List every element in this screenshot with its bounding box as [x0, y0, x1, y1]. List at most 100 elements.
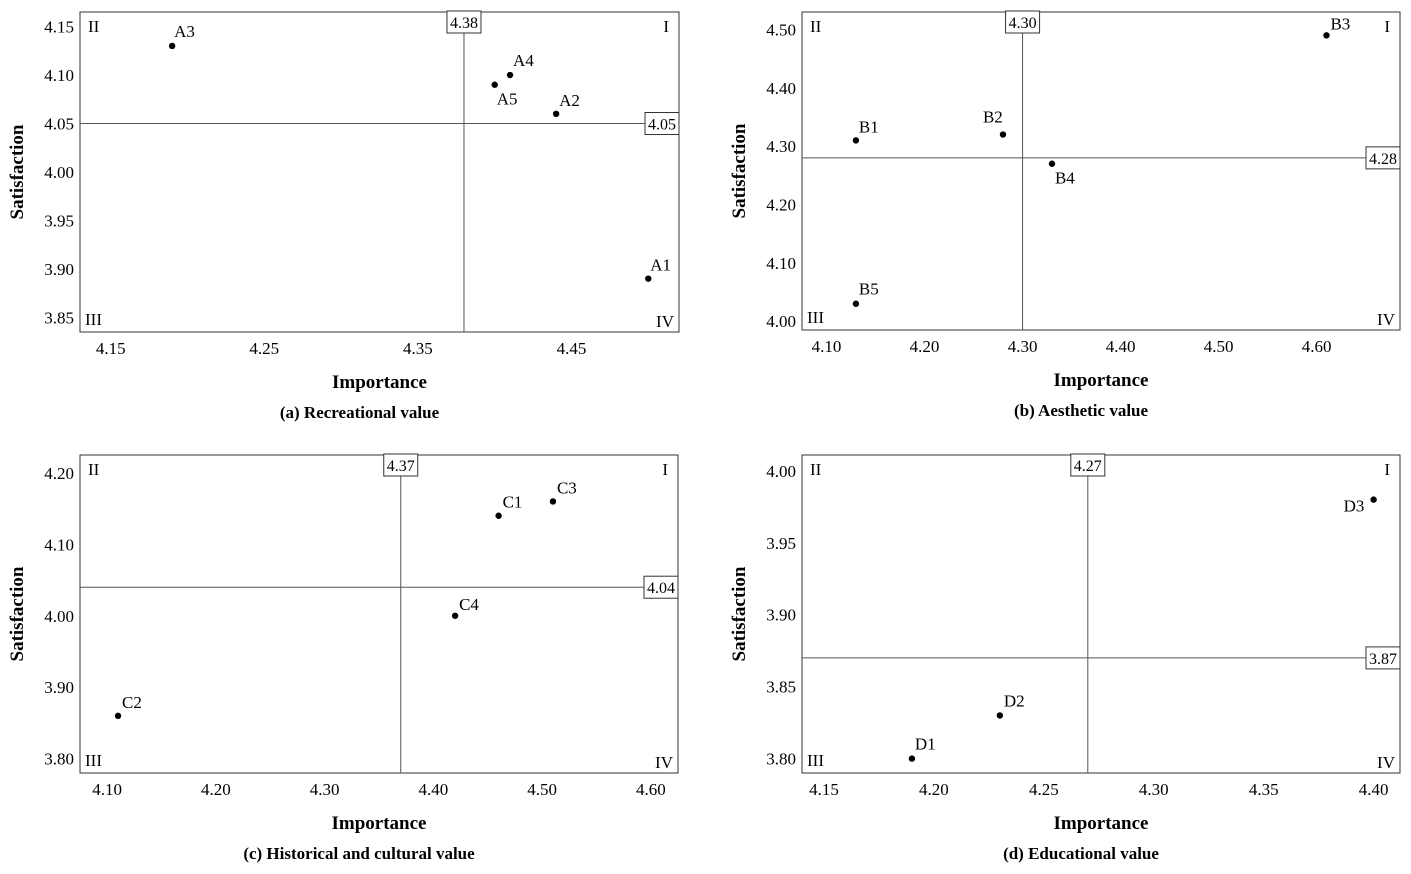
y-tick-label: 4.10 — [766, 254, 796, 273]
y-tick-label: 4.00 — [766, 462, 796, 481]
panel-caption: (a) Recreational value — [280, 403, 440, 422]
x-tick-label: 4.40 — [1359, 780, 1389, 799]
y-tick-label: 3.85 — [44, 308, 74, 327]
plot-frame — [79, 11, 680, 333]
x-tick-label: 4.45 — [557, 339, 587, 358]
ref-y-box — [1365, 146, 1401, 170]
quadrant-label-IV: IV — [656, 312, 675, 331]
panel-caption: (d) Educational value — [1003, 844, 1159, 863]
quadrant-label-III: III — [807, 308, 824, 327]
data-point-A1 — [645, 275, 652, 282]
x-axis-title: Importance — [332, 813, 427, 834]
y-tick-label: 3.90 — [44, 678, 74, 697]
data-point-B3 — [1323, 32, 1330, 39]
panel-caption: (b) Aesthetic value — [1014, 401, 1149, 420]
x-tick-label: 4.35 — [403, 339, 433, 358]
x-tick-label: 4.50 — [1204, 337, 1234, 356]
data-point-A5 — [491, 81, 498, 88]
data-point-B1 — [852, 137, 860, 144]
point-label-B5: B5 — [859, 280, 879, 299]
quadrant-label-II: II — [88, 17, 100, 36]
quadrant-label-I: I — [1384, 460, 1390, 479]
data-point-D3 — [1370, 496, 1377, 503]
ref-x-box — [1005, 10, 1041, 34]
x-axis-title: Importance — [1054, 370, 1149, 391]
ref-y-label: 4.04 — [647, 580, 675, 597]
point-label-C1: C1 — [503, 493, 523, 512]
data-point-C1 — [495, 512, 502, 519]
x-tick-label: 4.15 — [96, 339, 126, 358]
ref-x-label: 4.27 — [1074, 458, 1102, 475]
y-tick-label: 3.95 — [766, 534, 796, 553]
data-point-A2 — [552, 110, 560, 118]
ref-y-box — [643, 575, 679, 599]
y-tick-label: 3.80 — [766, 750, 796, 769]
point-label-B1: B1 — [859, 117, 879, 136]
quadrant-label-IV: IV — [1377, 310, 1396, 329]
quadrant-label-III: III — [85, 751, 102, 770]
y-tick-label: 4.40 — [766, 79, 796, 98]
point-label-B2: B2 — [983, 108, 1003, 127]
x-tick-label: 4.10 — [92, 780, 122, 799]
y-tick-label: 3.85 — [766, 678, 796, 697]
quadrant-label-IV: IV — [655, 753, 674, 772]
x-tick-label: 4.35 — [1249, 780, 1279, 799]
y-tick-label: 4.20 — [44, 464, 74, 483]
x-tick-label: 4.15 — [809, 780, 839, 799]
x-tick-label: 4.50 — [527, 780, 557, 799]
quadrant-label-II: II — [810, 17, 822, 36]
y-tick-label: 4.10 — [44, 66, 74, 85]
y-tick-label: 4.00 — [44, 607, 74, 626]
quadrant-label-II: II — [88, 460, 100, 479]
x-tick-label: 4.40 — [1106, 337, 1136, 356]
x-axis-title: Importance — [332, 372, 427, 393]
quadrant-label-II: II — [810, 460, 822, 479]
point-label-C3: C3 — [557, 478, 577, 497]
data-point-A4 — [506, 71, 514, 79]
point-label-C4: C4 — [459, 595, 479, 614]
point-label-A5: A5 — [497, 90, 518, 109]
x-tick-label: 4.20 — [201, 780, 231, 799]
ref-x-label: 4.38 — [450, 15, 478, 32]
x-tick-label: 4.20 — [910, 337, 940, 356]
data-point-B2 — [999, 131, 1007, 138]
x-tick-label: 4.40 — [418, 780, 448, 799]
quadrant-label-IV: IV — [1377, 753, 1396, 772]
panel-caption: (c) Historical and cultural value — [243, 844, 475, 863]
x-tick-label: 4.30 — [1139, 780, 1169, 799]
y-tick-label: 4.50 — [766, 21, 796, 40]
quadrant-label-I: I — [663, 17, 669, 36]
point-label-D3: D3 — [1344, 497, 1365, 516]
data-point-A3 — [168, 42, 176, 50]
data-point-D1 — [908, 755, 916, 762]
y-tick-label: 3.90 — [766, 606, 796, 625]
x-tick-label: 4.60 — [636, 780, 666, 799]
data-point-C3 — [549, 498, 557, 505]
ref-x-box — [383, 453, 419, 477]
point-label-C2: C2 — [122, 693, 142, 712]
data-point-B5 — [852, 300, 860, 307]
point-label-A4: A4 — [513, 51, 534, 70]
y-tick-label: 4.00 — [44, 163, 74, 182]
x-tick-label: 4.25 — [1029, 780, 1059, 799]
y-tick-label: 4.00 — [766, 312, 796, 331]
x-axis-title: Importance — [1054, 813, 1149, 834]
point-label-A1: A1 — [650, 256, 671, 275]
quadrant-label-III: III — [85, 310, 102, 329]
data-point-B4 — [1048, 160, 1056, 167]
x-tick-label: 4.30 — [1008, 337, 1038, 356]
point-label-A3: A3 — [174, 22, 195, 41]
y-axis-title: Satisfaction — [7, 124, 28, 219]
point-label-D1: D1 — [915, 735, 936, 754]
data-point-D2 — [996, 712, 1004, 719]
y-tick-label: 4.20 — [766, 196, 796, 215]
data-point-C4 — [451, 612, 459, 619]
x-tick-label: 4.25 — [249, 339, 279, 358]
data-point-C2 — [114, 712, 122, 720]
ref-y-box — [644, 112, 680, 136]
y-tick-label: 3.95 — [44, 211, 74, 230]
